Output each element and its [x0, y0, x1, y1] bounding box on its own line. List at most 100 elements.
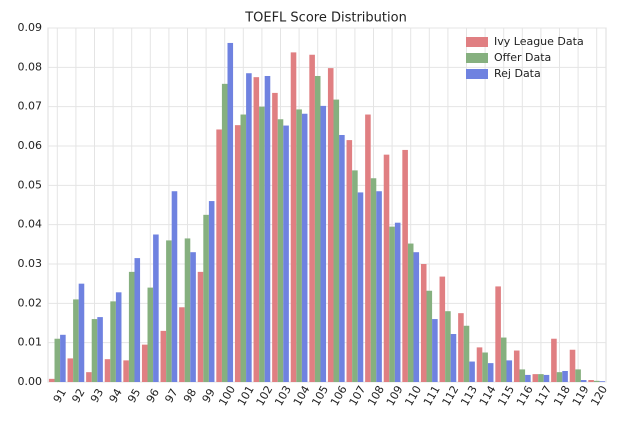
y-tick-label: 0.06: [18, 139, 43, 152]
x-tick-label: 92: [69, 386, 87, 405]
x-tick-label: 117: [533, 383, 555, 408]
bar: [420, 264, 427, 382]
bar: [543, 374, 550, 382]
x-tick-label: 114: [477, 383, 499, 408]
bar: [495, 286, 501, 382]
bar: [445, 311, 451, 382]
bar: [426, 290, 433, 382]
bar: [389, 226, 395, 382]
bar: [160, 330, 167, 382]
bar: [259, 106, 265, 383]
x-tick-label: 119: [570, 383, 592, 408]
bar: [327, 68, 334, 383]
bar: [538, 374, 544, 382]
bar: [333, 99, 340, 382]
x-tick-label: 108: [365, 383, 387, 408]
bar: [476, 347, 483, 382]
x-tick-label: 107: [347, 383, 369, 408]
x-tick-label: 104: [291, 383, 313, 408]
bar: [171, 191, 178, 382]
bar: [240, 114, 247, 383]
bar: [216, 129, 222, 382]
bar: [599, 381, 606, 382]
bar: [339, 134, 345, 382]
x-tick-label: 93: [88, 386, 106, 405]
bar: [506, 360, 513, 382]
legend-swatch: [466, 53, 488, 63]
bar: [357, 192, 364, 382]
bar: [296, 109, 302, 383]
y-tick-label: 0.07: [18, 100, 43, 113]
bar: [104, 359, 111, 382]
x-tick-label: 101: [235, 383, 257, 408]
bar: [469, 361, 475, 382]
bar: [458, 313, 464, 382]
bar: [562, 370, 568, 382]
legend-swatch: [466, 37, 488, 47]
bar: [575, 369, 581, 382]
bar: [500, 337, 507, 382]
bar: [97, 317, 103, 382]
bar: [147, 287, 154, 382]
bar: [264, 75, 271, 382]
bar: [246, 73, 252, 382]
bar: [314, 75, 321, 382]
y-tick-label: 0.01: [18, 336, 43, 349]
bar: [432, 319, 438, 382]
bar: [221, 83, 228, 382]
x-tick-label: 95: [125, 386, 143, 405]
bar: [67, 358, 74, 382]
bar: [320, 105, 327, 382]
bar: [141, 344, 148, 382]
bar: [190, 252, 196, 382]
bar: [73, 299, 79, 382]
y-tick-label: 0.09: [18, 21, 43, 34]
bar: [413, 252, 420, 382]
bar: [352, 170, 358, 382]
bar: [197, 271, 204, 382]
bar: [184, 238, 191, 382]
x-tick-label: 102: [254, 383, 276, 408]
bar: [54, 338, 61, 382]
bar: [234, 125, 241, 383]
bar: [60, 334, 66, 382]
bar: [115, 292, 122, 382]
legend-swatch: [466, 69, 488, 79]
y-tick-label: 0.02: [18, 296, 43, 309]
x-tick-label: 120: [588, 383, 610, 408]
x-tick-label: 99: [200, 386, 218, 405]
bar: [439, 276, 446, 382]
x-tick-label: 97: [162, 386, 180, 405]
bar: [134, 258, 141, 382]
bar: [290, 52, 297, 383]
legend-label: Rej Data: [494, 67, 541, 80]
bar: [91, 319, 98, 382]
bar: [450, 334, 457, 382]
y-tick-label: 0.03: [18, 257, 43, 270]
legend-label: Ivy League Data: [494, 35, 584, 48]
bar: [487, 363, 494, 382]
bar: [86, 372, 92, 382]
bar: [48, 378, 55, 382]
bar: [123, 360, 129, 382]
bar: [277, 119, 284, 383]
bar: [569, 349, 576, 382]
x-tick-label: 109: [384, 383, 406, 408]
legend-label: Offer Data: [494, 51, 551, 64]
bar: [402, 149, 408, 382]
x-tick-label: 118: [551, 383, 573, 408]
bar: [203, 214, 209, 382]
x-tick-label: 96: [144, 386, 162, 405]
plot-area: [47, 27, 607, 383]
x-tick-label: 113: [458, 383, 480, 408]
chart-title: TOEFL Score Distribution: [244, 11, 407, 26]
bar: [376, 191, 382, 382]
x-tick-label: 106: [328, 383, 350, 408]
y-tick-label: 0.08: [18, 60, 43, 73]
bar: [525, 374, 531, 382]
bar: [519, 369, 526, 382]
bar: [580, 380, 587, 382]
bar: [365, 114, 371, 383]
bar: [463, 325, 470, 382]
